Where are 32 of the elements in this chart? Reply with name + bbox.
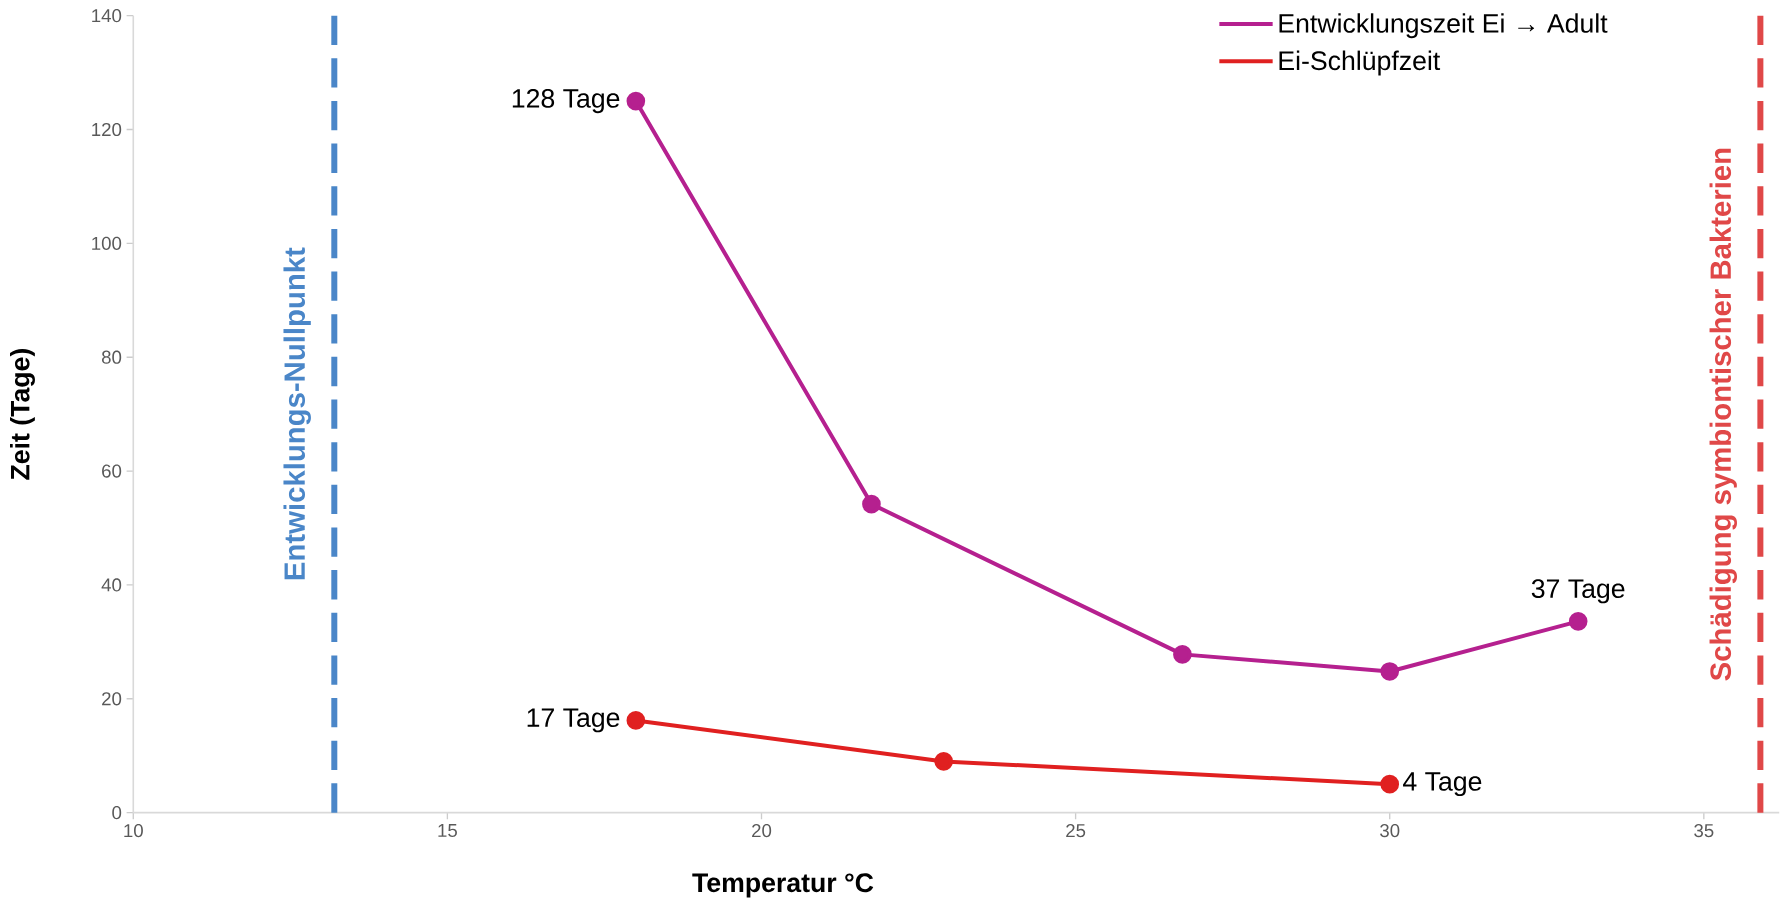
point [934, 752, 954, 771]
y-tick-label: 20 [102, 692, 122, 706]
y-axis-title: Zeit (Tage) [10, 349, 35, 480]
y-tick-label: 120 [92, 123, 122, 137]
annotation: 128 Tage [512, 89, 620, 114]
annotation: 37 Tage [1531, 579, 1625, 604]
point [626, 91, 646, 111]
annotation: 4 Tage [1403, 772, 1482, 797]
legend-label: Entwicklungszeit Ei → Adult [1279, 13, 1608, 39]
x-tick-label: 15 [438, 824, 457, 838]
ref-line-label: Entwicklungs-Nullpunkt [283, 247, 311, 580]
point [862, 494, 881, 514]
point [1380, 775, 1400, 794]
point [1568, 612, 1588, 631]
ref-line-label: Schädigung symbiontischer Bakterien [1709, 148, 1737, 681]
point [1173, 645, 1192, 664]
y-tick-label: 140 [92, 9, 122, 23]
y-tick-label: 40 [101, 578, 122, 592]
legend-label: Ei-Schlüpfzeit [1279, 50, 1441, 76]
y-tick-label: 100 [92, 236, 122, 251]
x-tick-label: 20 [752, 824, 772, 838]
point [1380, 662, 1400, 681]
y-tick-label: 60 [102, 464, 122, 478]
x-axis-title: Temperatur °C [692, 873, 874, 898]
x-tick-label: 35 [1694, 824, 1714, 838]
y-tick-label: 0 [112, 806, 122, 820]
x-tick-label: 25 [1066, 824, 1086, 838]
annotation: 17 Tage [527, 708, 620, 733]
point [626, 711, 646, 730]
x-tick-label: 30 [1380, 824, 1400, 838]
y-tick-label: 80 [101, 350, 122, 365]
x-tick-label: 10 [124, 824, 143, 838]
